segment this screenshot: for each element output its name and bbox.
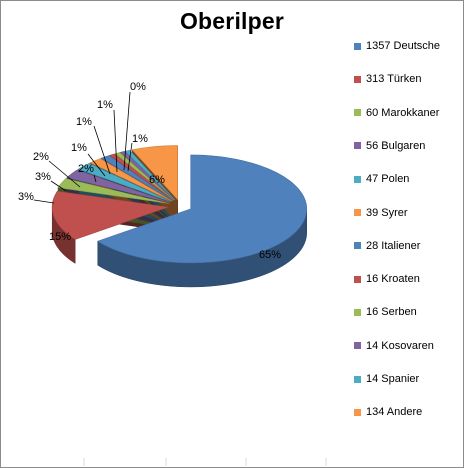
- legend-item: 313 Türken: [354, 71, 421, 87]
- legend-label: 14 Kosovaren: [366, 339, 434, 352]
- legend-label: 60 Marokkaner: [366, 106, 440, 119]
- pie-slice-9: [114, 152, 175, 201]
- leader-line: [113, 109, 118, 173]
- legend-label: 14 Spanier: [366, 373, 420, 385]
- legend-swatch: [354, 175, 361, 183]
- pie-slice-7: [100, 155, 174, 201]
- pie-slice-8: [109, 153, 174, 201]
- chart-title: Oberilper: [179, 8, 285, 34]
- data-label: 2%: [33, 151, 49, 163]
- leader-line: [33, 199, 55, 204]
- leader-line: [93, 174, 97, 183]
- legend-item: 16 Kroaten: [354, 271, 420, 287]
- legend-item: 14 Spanier: [354, 371, 419, 387]
- legend-swatch: [354, 142, 361, 150]
- leader-line: [50, 180, 67, 192]
- leader-line: [123, 91, 131, 171]
- legend-label: 47 Polen: [366, 173, 410, 186]
- legend-swatch: [354, 242, 361, 250]
- data-label: 3%: [35, 171, 51, 183]
- data-label: 6%: [149, 174, 165, 186]
- data-label: 1%: [71, 142, 87, 154]
- data-label: 3%: [18, 191, 34, 203]
- legend-item: 60 Marokkaner: [354, 105, 439, 121]
- legend-item: 14 Kosovaren: [354, 338, 434, 354]
- legend-item: 39 Syrer: [354, 205, 408, 221]
- legend-label: 16 Serben: [366, 306, 417, 319]
- legend-label: 39 Syrer: [366, 206, 408, 219]
- leader-line: [127, 142, 133, 172]
- pie-slice-1: [97, 154, 308, 264]
- data-label: 1%: [76, 116, 92, 128]
- data-label: 1%: [97, 99, 113, 111]
- legend-label: 313 Türken: [366, 73, 422, 86]
- legend-item: 47 Polen: [354, 171, 409, 187]
- data-label: 15%: [49, 231, 71, 243]
- legend-label: 1357 Deutsche: [366, 40, 440, 52]
- legend-swatch: [354, 209, 361, 216]
- pie-slice-12: [131, 145, 178, 201]
- pie-slice-4: [66, 169, 170, 203]
- legend-item: 1357 Deutsche: [354, 38, 440, 54]
- data-label: 0%: [130, 81, 146, 93]
- data-label: 2%: [78, 163, 94, 175]
- legend-swatch: [354, 375, 361, 383]
- legend-item: 134 Andere: [354, 404, 422, 420]
- legend-label: 16 Kroaten: [366, 273, 420, 286]
- legend-swatch: [354, 408, 361, 416]
- leader-line: [48, 160, 81, 188]
- pie-slice-6: [89, 158, 173, 202]
- legend-swatch: [354, 75, 361, 83]
- data-label: 1%: [132, 133, 148, 145]
- pie-slice-5: [77, 163, 172, 202]
- legend-swatch: [354, 42, 361, 50]
- pie-slice-10: [119, 151, 175, 201]
- legend-item: 16 Serben: [354, 304, 417, 320]
- legend-swatch: [354, 109, 361, 117]
- legend-item: 28 Italiener: [354, 238, 420, 254]
- legend-swatch: [354, 275, 361, 283]
- pie-slice-2: [51, 190, 169, 240]
- leader-line: [87, 153, 106, 177]
- data-label: 65%: [259, 249, 281, 261]
- pie-slice-3: [57, 178, 169, 204]
- legend-swatch: [354, 342, 361, 350]
- legend-label: 134 Andere: [366, 406, 423, 419]
- legend-swatch: [354, 308, 361, 316]
- legend-label: 56 Bulgaren: [366, 139, 426, 152]
- legend-item: 56 Bulgaren: [354, 138, 425, 154]
- leader-line: [93, 125, 111, 175]
- legend-label: 28 Italiener: [366, 239, 421, 252]
